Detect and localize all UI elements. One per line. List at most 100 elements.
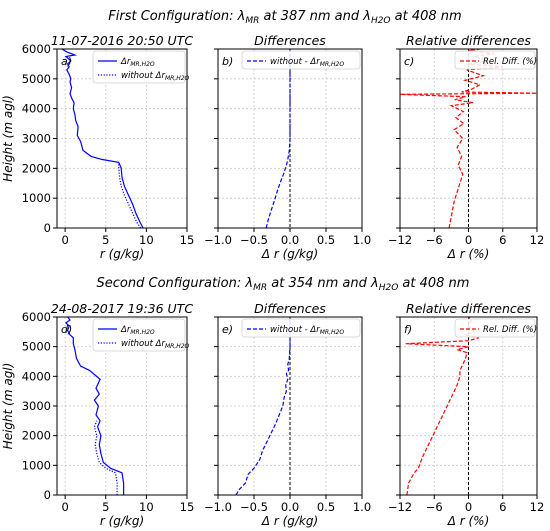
series-line — [64, 317, 125, 495]
panel-title: Relative differences — [406, 301, 531, 316]
y-axis-label: Height (m agl) — [1, 95, 15, 182]
x-tick-label: 0.0 — [281, 500, 299, 514]
plot-frame — [56, 316, 188, 496]
x-axis-label: Δ r (%) — [447, 247, 490, 261]
chart-panel-f: −12 −6 0 6 12 Relative differences f) Δ r (%) Re… — [388, 301, 544, 528]
x-axis-label: Δ r (%) — [447, 514, 490, 528]
legend-label: without ΔrMR,H2O — [121, 71, 190, 82]
chart-panel-e: −1.0 −0.5 0.0 0.5 1.0 Differences e) Δ r (g/kg)… — [204, 301, 371, 528]
plot-frame — [217, 48, 363, 229]
x-tick-label: 5 — [102, 500, 109, 514]
chart-panel-a: 0 5 10 15 0 1000 2000 3000 4000 5000 600011-07-201… — [1, 33, 194, 261]
panel-letter: d) — [61, 323, 72, 336]
series-line — [265, 49, 291, 228]
config1-title: First Configuration: λMR at 387 nm and λ… — [108, 9, 461, 26]
x-tick-label: 15 — [180, 500, 195, 514]
y-tick-label: 3000 — [22, 399, 51, 413]
y-axis-label: Height (m agl) — [1, 363, 15, 450]
panel-letter: a) — [61, 55, 72, 68]
chart-panel-b: −1.0 −0.5 0.0 0.5 1.0 Differences b) Δ r (g/kg)… — [204, 33, 371, 261]
x-axis-label: r (g/kg) — [100, 514, 144, 528]
x-tick-label: 5 — [102, 233, 109, 247]
legend-label: without - ΔrMR,H2O — [270, 57, 344, 68]
x-tick-label: 0.5 — [317, 500, 335, 514]
x-tick-label: −6 — [426, 500, 443, 514]
legend-label: ΔrMR,H2O — [120, 325, 155, 336]
legend-label: without - ΔrMR,H2O — [270, 325, 344, 336]
plot-frame — [217, 316, 363, 496]
plot-frame — [399, 48, 538, 229]
series-line — [235, 317, 291, 495]
x-tick-label: 0 — [465, 233, 472, 247]
legend-box — [241, 50, 361, 70]
y-tick-label: 2000 — [22, 429, 51, 443]
legend-box — [454, 50, 536, 70]
x-tick-label: −1.0 — [204, 500, 232, 514]
x-axis-label: r (g/kg) — [100, 247, 144, 261]
legend-label: Rel. Diff. (%) — [483, 325, 537, 335]
legend: ΔrMR,H2O without ΔrMR,H2O — [92, 50, 190, 84]
chart-panel-d: 0 5 10 15 0 1000 2000 3000 4000 5000 600024-08-201… — [1, 301, 194, 528]
panel-letter: c) — [404, 55, 414, 68]
y-tick-label: 0 — [44, 488, 51, 502]
legend: without - ΔrMR,H2O — [241, 318, 361, 338]
x-tick-label: −1.0 — [204, 233, 232, 247]
panel-letter: e) — [222, 323, 233, 336]
series-line — [118, 162, 142, 228]
y-tick-label: 3000 — [22, 132, 51, 146]
y-tick-label: 6000 — [22, 310, 51, 324]
x-tick-label: 1.0 — [353, 500, 371, 514]
legend-label: without ΔrMR,H2O — [121, 339, 190, 350]
y-tick-label: 2000 — [22, 161, 51, 175]
x-tick-label: −0.5 — [240, 233, 268, 247]
plot-frame — [56, 48, 188, 229]
x-tick-label: 10 — [139, 233, 154, 247]
x-tick-label: 12 — [530, 500, 545, 514]
legend-box — [241, 318, 361, 338]
x-tick-label: 6 — [499, 233, 506, 247]
series-line — [61, 49, 144, 228]
y-tick-label: 5000 — [22, 340, 51, 354]
panel-title: 24-08-2017 19:36 UTC — [51, 301, 193, 316]
legend: Rel. Diff. (%) — [454, 318, 537, 338]
x-tick-label: 15 — [180, 233, 195, 247]
legend: Rel. Diff. (%) — [454, 50, 537, 70]
legend-label: Rel. Diff. (%) — [483, 57, 537, 67]
legend: ΔrMR,H2O without ΔrMR,H2O — [92, 318, 190, 352]
x-tick-label: −12 — [388, 233, 412, 247]
x-tick-label: −12 — [388, 500, 412, 514]
panel-title: 11-07-2016 20:50 UTC — [51, 33, 193, 48]
x-tick-label: 6 — [499, 500, 506, 514]
chart-panel-c: −12 −6 0 6 12 Relative differences c) Δ r (%) Re… — [388, 33, 544, 261]
x-tick-label: 0 — [465, 500, 472, 514]
x-tick-label: 10 — [139, 500, 154, 514]
panel-letter: b) — [222, 55, 233, 68]
panel-letter: f) — [404, 323, 412, 336]
panel-title: Differences — [254, 301, 326, 316]
panel-title: Differences — [254, 33, 326, 48]
x-tick-label: 0 — [61, 233, 68, 247]
y-tick-label: 4000 — [22, 369, 51, 383]
config2-title: Second Configuration: λMR at 354 nm and … — [97, 276, 470, 293]
legend-box — [454, 318, 536, 338]
chart-panels: 0 5 10 15010002000300040005000600011-07-201… — [1, 33, 544, 528]
y-tick-label: 1000 — [22, 458, 51, 472]
x-tick-label: 0 — [61, 500, 68, 514]
x-tick-label: 0.5 — [317, 233, 335, 247]
y-tick-label: 5000 — [22, 72, 51, 86]
y-tick-label: 4000 — [22, 102, 51, 116]
x-tick-label: −6 — [426, 233, 443, 247]
x-tick-label: 1.0 — [353, 233, 371, 247]
x-tick-label: −0.5 — [240, 500, 268, 514]
x-axis-label: Δ r (g/kg) — [261, 514, 318, 528]
series-line — [93, 420, 118, 495]
x-tick-label: 12 — [530, 233, 545, 247]
legend: without - ΔrMR,H2O — [241, 50, 361, 70]
y-tick-label: 1000 — [22, 191, 51, 205]
panel-title: Relative differences — [406, 33, 531, 48]
x-axis-label: Δ r (g/kg) — [261, 247, 318, 261]
y-tick-label: 6000 — [22, 42, 51, 56]
plot-frame — [399, 316, 538, 496]
x-tick-label: 0.0 — [281, 233, 299, 247]
